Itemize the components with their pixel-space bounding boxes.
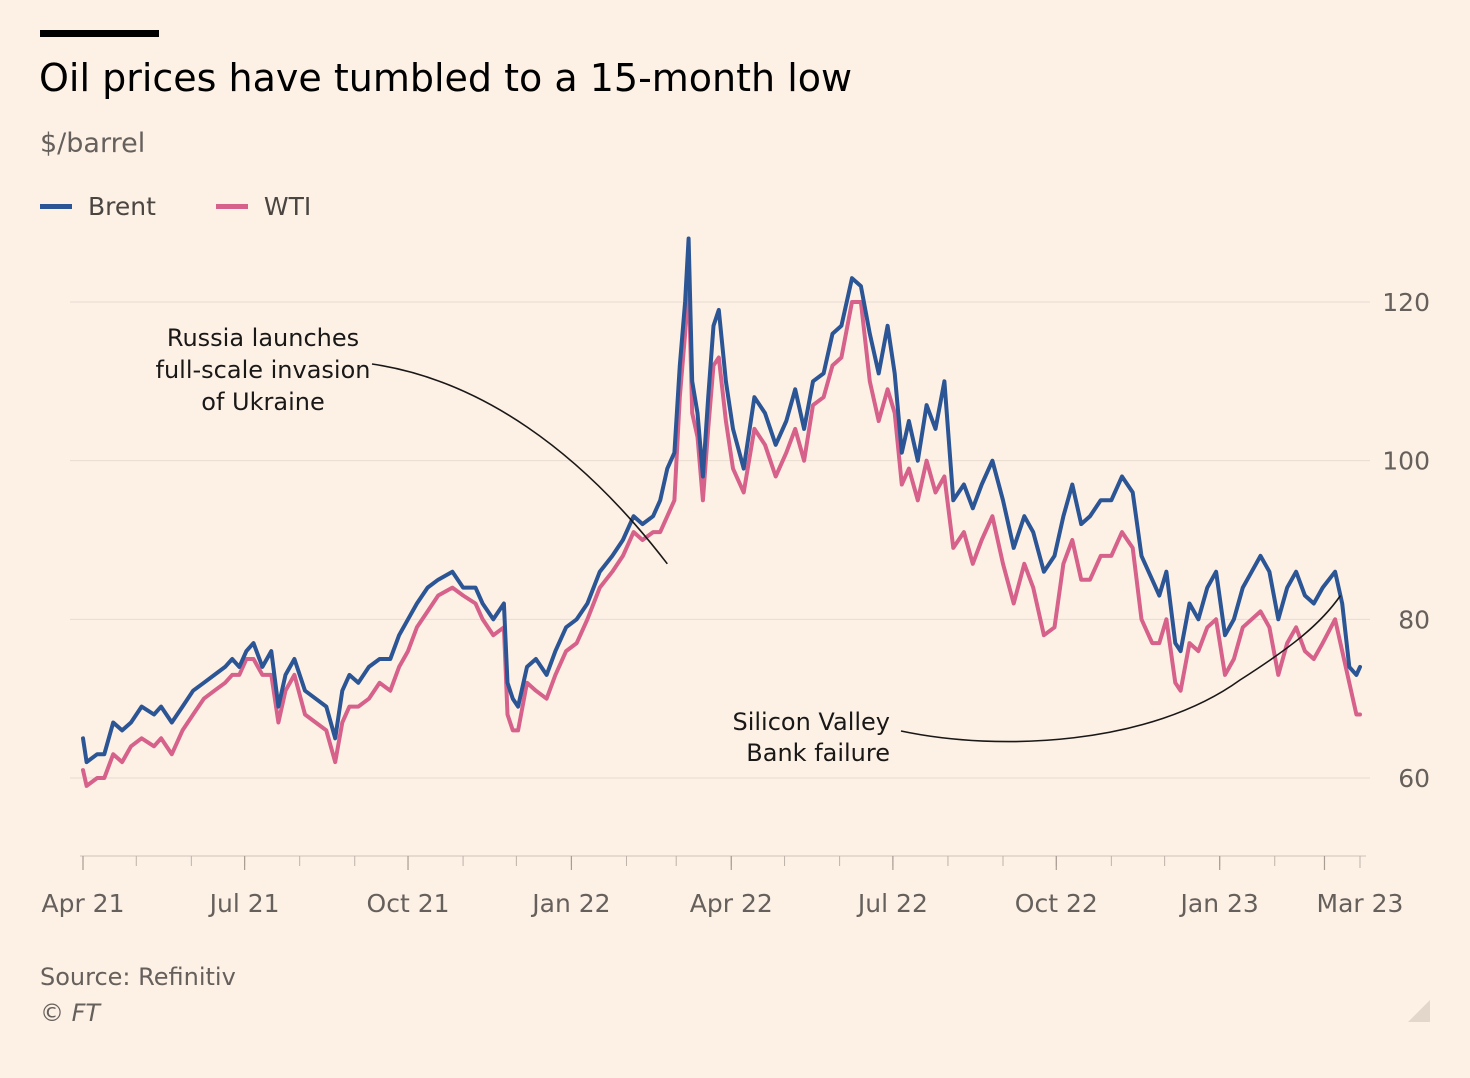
annotation-text-svb-0: Silicon Valley <box>732 708 890 736</box>
series-line-wti <box>81 276 1362 788</box>
legend: Brent WTI <box>40 192 371 221</box>
chart-title: Oil prices have tumbled to a 15-month lo… <box>39 56 853 100</box>
legend-swatch-brent <box>40 204 72 209</box>
x-tick-label-jan-22: Jan 22 <box>530 889 610 918</box>
legend-label-brent: Brent <box>88 192 156 221</box>
x-tick-label-jul-22: Jul 22 <box>856 889 928 918</box>
copyright-note: © FT <box>40 999 101 1027</box>
legend-swatch-wti <box>215 204 248 209</box>
top-accent-bar <box>40 30 159 37</box>
annotation-connector-ukraine <box>371 363 668 565</box>
annotation-text-ukraine-1: full-scale invasion <box>156 356 371 384</box>
y-tick-label-120: 120 <box>1382 288 1430 317</box>
x-tick-label-apr-22: Apr 22 <box>690 889 773 918</box>
series-line-brent <box>81 236 1362 765</box>
annotation-text-ukraine-2: of Ukraine <box>201 388 324 416</box>
y-tick-label-80: 80 <box>1398 605 1430 634</box>
annotation-connector-svb <box>900 595 1342 743</box>
x-tick-label-jan-23: Jan 23 <box>1179 889 1259 918</box>
x-tick-label-oct-21: Oct 21 <box>367 889 450 918</box>
legend-item-wti: WTI <box>215 192 312 221</box>
chart-subtitle: $/barrel <box>40 128 146 159</box>
annotation-text-ukraine-0: Russia launches <box>167 324 359 352</box>
x-tick-label-mar-23: Mar 23 <box>1317 889 1404 918</box>
resize-handle-icon[interactable] <box>1408 1000 1430 1022</box>
annotation-text-svb-1: Bank failure <box>746 739 890 767</box>
y-tick-label-60: 60 <box>1398 764 1430 793</box>
source-note: Source: Refinitiv <box>40 963 236 991</box>
legend-item-brent: Brent <box>40 192 156 221</box>
y-tick-label-100: 100 <box>1382 447 1430 476</box>
legend-label-wti: WTI <box>263 192 312 221</box>
x-tick-label-oct-22: Oct 22 <box>1015 889 1098 918</box>
x-tick-label-jul-21: Jul 21 <box>208 889 280 918</box>
x-tick-label-apr-21: Apr 21 <box>41 889 124 918</box>
